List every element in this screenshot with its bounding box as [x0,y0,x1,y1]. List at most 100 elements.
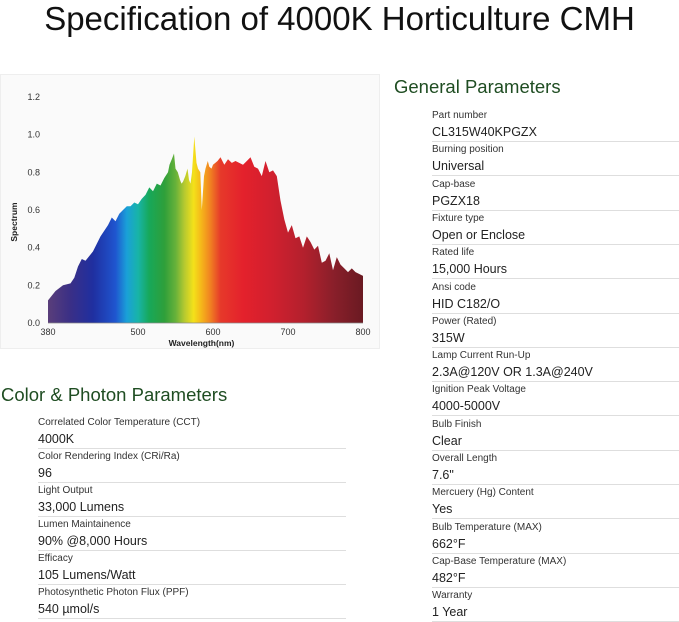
param-row: Rated life 15,000 Hours [432,246,679,280]
general-parameters-title: General Parameters [394,76,561,97]
param-value: 4000K [38,432,75,446]
param-divider [432,518,679,520]
param-value: CL315W40KPGZX [432,125,537,139]
param-row: Cap-base PGZX18 [432,178,679,211]
param-row: Bulb Finish Clear [432,418,679,451]
page-title: Specification of 4000K Horticulture CMH [44,0,635,37]
param-row: Overall Length 7.6" [432,452,679,485]
param-row: Light Output 33,000 Lumens [38,484,346,517]
param-divider [38,482,346,483]
param-value: 315W [432,330,465,345]
spectrum-area [48,136,363,323]
param-value: HID C182/O [432,296,501,311]
param-divider [38,584,346,585]
param-label: Cap-Base Temperature (MAX) [432,555,567,567]
param-divider [432,552,679,554]
param-value: 33,000 Lumens [38,500,125,514]
param-label: Efficacy [38,553,73,564]
param-divider [38,448,346,449]
param-value: 7.6" [432,468,454,482]
x-tick-label: 500 [130,327,145,337]
param-label: Bulb Temperature (MAX) [432,521,542,533]
param-value: Universal [432,159,485,174]
param-row: Mercuery (Hg) Content Yes [432,486,679,520]
param-divider [38,618,346,619]
color-photon-parameters-title: Color & Photon Parameters [1,384,228,405]
param-divider [432,243,679,245]
param-row: Power (Rated) 315W [432,315,679,348]
param-divider [432,346,679,348]
param-divider [432,381,679,383]
param-label: Fixture type [432,212,485,224]
param-row: Bulb Temperature (MAX) 662°F [432,521,679,554]
param-label: Ignition Peak Voltage [432,384,526,396]
param-value: 15,000 Hours [432,262,508,277]
param-divider [432,484,679,485]
param-label: Lumen Maintainence [38,519,131,530]
param-label: Warranty [432,590,473,602]
param-value: 90% @8,000 Hours [38,534,148,548]
y-tick-label: 1.0 [27,130,40,140]
x-tick-label: 600 [205,327,220,337]
param-divider [432,209,679,211]
param-value: 105 Lumens/Watt [38,568,136,582]
param-value: 4000-5000V [432,399,501,414]
param-label: Bulb Finish [432,418,482,430]
param-label: Part number [432,110,488,121]
param-label: Light Output [38,485,93,496]
param-row: Burning position Universal [432,143,679,177]
param-row: Correlated Color Temperature (CCT) 4000K [38,416,346,449]
param-row: Warranty 1 Year [432,589,679,622]
param-label: Power (Rated) [432,315,497,327]
param-row: Fixture type Open or Enclose [432,212,679,245]
y-tick-label: 0.6 [27,205,40,215]
param-row: Part number CL315W40KPGZX [432,109,679,142]
param-row: Photosynthetic Photon Flux (PPF) 540 µmol… [38,586,346,619]
param-label: Overall Length [432,453,498,464]
param-divider [432,141,679,142]
param-divider [432,449,679,451]
param-label: Mercuery (Hg) Content [432,487,534,499]
param-value: 662°F [432,536,466,551]
param-value: PGZX18 [432,193,480,208]
param-row: Efficacy 105 Lumens/Watt [38,552,346,585]
param-value: 96 [38,466,52,480]
spectrum-chart-svg: 380 500 600 700 800 0.0 0.2 0.4 0.6 0.8 1.0 1.2 Wave… [9,92,371,348]
param-label: Ansi code [432,281,476,293]
y-tick-label: 0.0 [27,318,40,328]
param-label: Burning position [432,144,504,156]
param-divider [38,516,346,517]
param-label: Color Rendering Index (CRi/Ra) [38,451,180,462]
param-label: Lamp Current Run-Up [432,350,531,362]
y-tick-label: 0.8 [27,167,40,177]
x-axis-label: Wavelength(nm) [169,338,235,348]
param-value: Open or Enclose [432,227,526,242]
param-label: Rated life [432,247,475,259]
param-divider [432,415,679,417]
y-tick-label: 0.4 [27,243,40,253]
param-divider [432,278,679,280]
param-row: Lamp Current Run-Up 2.3A@120V OR 1.3A@240… [432,349,679,383]
spectrum-chart: 380 500 600 700 800 0.0 0.2 0.4 0.6 0.8 1.0 1.2 Wave… [0,74,380,349]
y-tick-label: 0.2 [27,280,40,290]
y-axis-label: Spectrum [9,202,19,242]
param-label: Photosynthetic Photon Flux (PPF) [38,587,189,598]
param-value: 540 µmol/s [38,602,100,616]
param-divider [38,550,346,551]
param-row: Ignition Peak Voltage 4000-5000V [432,383,679,417]
y-tick-label: 1.2 [27,92,40,102]
param-label: Cap-base [432,178,476,190]
param-row: Ansi code HID C182/O [432,281,679,314]
x-tick-label: 380 [40,327,55,337]
param-divider [432,586,679,588]
param-label: Correlated Color Temperature (CCT) [38,417,201,428]
param-row: Lumen Maintainence 90% @8,000 Hours [38,518,346,551]
param-row: Color Rendering Index (CRi/Ra) 96 [38,450,346,483]
param-divider [432,312,679,314]
param-row: Cap-Base Temperature (MAX) 482°F [432,555,679,588]
param-divider [432,175,679,177]
param-value: 1 Year [432,605,468,620]
param-value: 482°F [432,570,466,585]
param-value: Yes [432,502,453,517]
x-tick-label: 800 [355,327,370,337]
